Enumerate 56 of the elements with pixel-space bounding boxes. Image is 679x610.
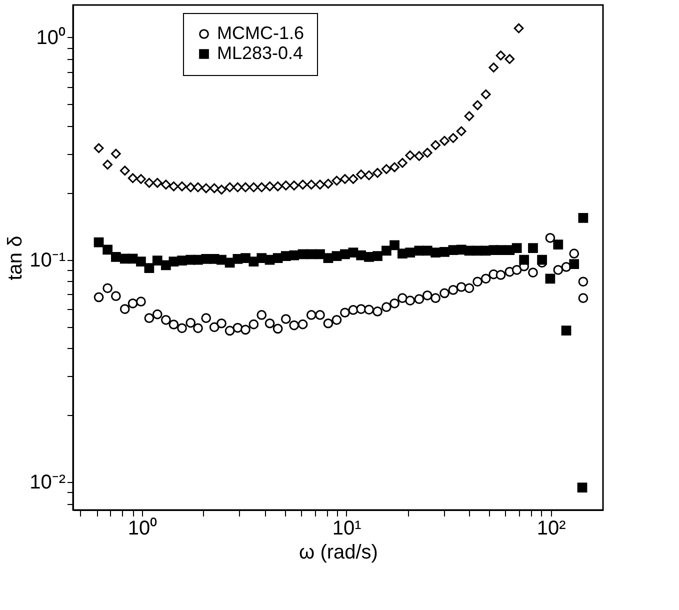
point <box>381 164 392 174</box>
point <box>177 181 187 192</box>
point <box>430 140 440 150</box>
point <box>216 184 226 195</box>
point <box>94 143 104 154</box>
point <box>110 148 121 159</box>
point <box>136 174 146 184</box>
point <box>332 176 342 186</box>
point <box>480 89 491 100</box>
point <box>306 180 316 190</box>
point <box>397 158 408 168</box>
point <box>232 182 243 192</box>
point <box>240 182 250 192</box>
point <box>422 148 432 158</box>
point <box>168 181 179 192</box>
point <box>364 170 374 180</box>
point <box>372 168 382 178</box>
point <box>186 182 196 192</box>
point <box>472 100 482 110</box>
point <box>390 162 400 172</box>
point <box>209 183 220 194</box>
y-tick-label: 10⁻¹ <box>30 249 66 272</box>
point <box>464 111 474 122</box>
point <box>102 160 113 170</box>
point <box>120 166 130 176</box>
point <box>405 150 416 160</box>
point <box>340 174 350 184</box>
point <box>488 62 499 72</box>
point <box>248 182 259 192</box>
point <box>128 173 138 184</box>
point <box>193 182 203 192</box>
point <box>504 54 515 64</box>
y-tick-label: 10⁻² <box>30 472 66 494</box>
point <box>514 23 524 34</box>
point <box>152 178 162 188</box>
point <box>201 183 212 194</box>
point <box>456 126 466 136</box>
point <box>414 151 424 161</box>
y-axis-title: tan δ <box>4 236 27 280</box>
x-tick-label: 10⁰ <box>128 516 158 540</box>
x-tick-label: 10¹ <box>332 518 362 540</box>
point <box>356 170 366 180</box>
point <box>348 174 358 184</box>
x-tick-label: 10² <box>536 518 566 540</box>
point <box>440 136 450 146</box>
point <box>315 180 325 190</box>
point <box>323 178 334 189</box>
y-tick-label: 10⁰ <box>36 26 66 49</box>
legend-label: MCMC-1.6 <box>217 23 304 43</box>
legend-label: ML283-0.4 <box>217 43 304 63</box>
point <box>496 50 506 60</box>
x-axis-title: ω (rad/s) <box>299 542 378 564</box>
point <box>224 182 235 192</box>
point <box>448 133 458 143</box>
point <box>160 180 171 190</box>
point <box>144 178 154 188</box>
